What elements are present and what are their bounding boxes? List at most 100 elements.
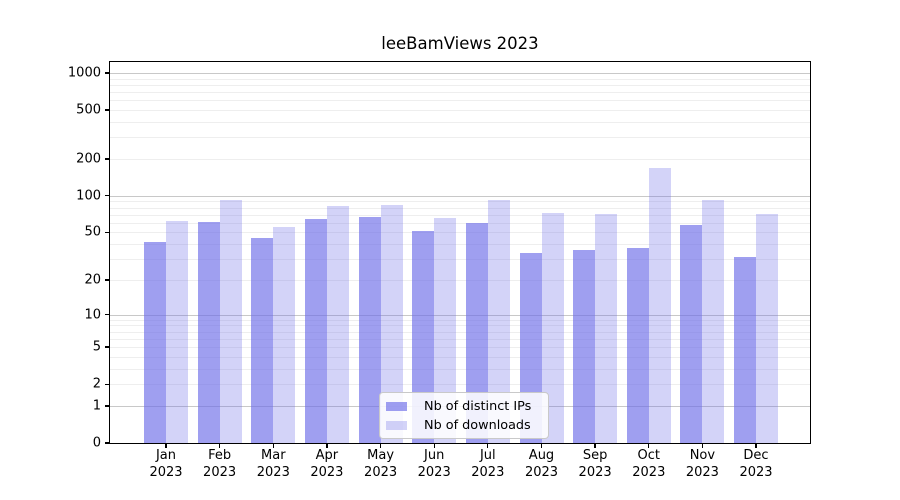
x-tick-label: Mar 2023 bbox=[256, 448, 290, 480]
legend: Nb of distinct IPs Nb of downloads bbox=[379, 392, 549, 439]
x-tick-label: Jan 2023 bbox=[149, 448, 183, 480]
y-tick-label: 1000 bbox=[67, 65, 101, 81]
gridline-minor bbox=[110, 384, 810, 386]
y-tick-label: 100 bbox=[76, 188, 101, 204]
x-tick-mark bbox=[272, 443, 274, 448]
bar-nb-of-distinct-ips bbox=[144, 241, 166, 443]
x-tick-mark bbox=[594, 443, 596, 448]
y-tick-mark bbox=[104, 158, 109, 160]
gridline-minor bbox=[110, 207, 810, 209]
x-tick-mark bbox=[701, 443, 704, 448]
x-tick-label: Feb 2023 bbox=[203, 448, 237, 480]
x-tick-label: Jun 2023 bbox=[417, 448, 451, 480]
bar-nb-of-distinct-ips bbox=[304, 219, 327, 443]
bar-nb-of-distinct-ips bbox=[412, 231, 435, 443]
gridline-minor bbox=[110, 325, 810, 327]
gridline-minor bbox=[110, 319, 810, 321]
chart-title: leeBamViews 2023 bbox=[381, 34, 539, 53]
bar-nb-of-distinct-ips bbox=[573, 249, 596, 443]
gridline-minor bbox=[110, 259, 810, 261]
bar-nb-of-downloads bbox=[273, 227, 296, 443]
legend-label: Nb of distinct IPs bbox=[424, 398, 532, 414]
x-tick-label: Nov 2023 bbox=[685, 448, 719, 480]
bar-nb-of-distinct-ips bbox=[465, 222, 488, 443]
x-tick-mark bbox=[648, 443, 650, 448]
bar-nb-of-downloads bbox=[541, 213, 564, 443]
y-tick-mark bbox=[104, 346, 109, 348]
x-tick-label: Jul 2023 bbox=[471, 448, 505, 480]
gridline-minor bbox=[110, 159, 810, 160]
x-tick-mark bbox=[433, 443, 435, 448]
bar-nb-of-downloads bbox=[756, 214, 778, 443]
gridline-major bbox=[110, 73, 810, 74]
gridline-minor bbox=[110, 279, 810, 281]
bar-nb-of-downloads bbox=[487, 199, 510, 443]
y-tick-mark bbox=[104, 109, 109, 111]
gridline-minor bbox=[110, 244, 810, 246]
x-tick-label: Apr 2023 bbox=[310, 448, 344, 480]
y-tick-mark bbox=[104, 313, 109, 316]
bar-nb-of-downloads bbox=[219, 199, 242, 443]
gridline-minor bbox=[110, 347, 810, 348]
y-tick-mark bbox=[104, 279, 109, 281]
bar-nb-of-distinct-ips bbox=[680, 224, 703, 443]
bar-nb-of-distinct-ips bbox=[734, 257, 756, 443]
gridline-minor bbox=[110, 78, 810, 80]
gridline-major bbox=[110, 195, 810, 197]
gridline-minor bbox=[110, 222, 810, 224]
plot-area bbox=[110, 62, 810, 443]
y-tick-mark bbox=[104, 383, 109, 385]
gridline-minor bbox=[110, 201, 810, 203]
bar-nb-of-downloads bbox=[702, 199, 725, 443]
y-tick-label: 2 bbox=[92, 376, 101, 392]
bar-nb-of-downloads bbox=[166, 221, 188, 443]
x-tick-label: Aug 2023 bbox=[524, 448, 559, 480]
x-tick-label: May 2023 bbox=[364, 448, 398, 480]
bar-nb-of-downloads bbox=[380, 205, 403, 443]
gridline-minor bbox=[110, 122, 810, 123]
bar-nb-of-distinct-ips bbox=[358, 217, 381, 443]
y-tick-label: 10 bbox=[84, 307, 101, 323]
gridline-minor bbox=[110, 338, 810, 340]
y-tick-mark bbox=[104, 442, 109, 444]
y-tick-mark bbox=[104, 195, 109, 197]
y-tick-label: 1 bbox=[92, 398, 101, 414]
gridline-minor bbox=[110, 232, 810, 234]
gridline-minor bbox=[110, 110, 810, 112]
x-tick-mark bbox=[218, 443, 221, 448]
y-tick-mark bbox=[104, 405, 109, 407]
bar-nb-of-downloads bbox=[326, 206, 349, 443]
bar-nb-of-downloads bbox=[648, 167, 671, 443]
gridline-minor bbox=[110, 368, 810, 370]
y-tick-label: 50 bbox=[84, 224, 101, 240]
gridline-minor bbox=[110, 137, 810, 139]
gridline-minor bbox=[110, 214, 810, 216]
gridline-minor bbox=[110, 100, 810, 102]
gridline-minor bbox=[110, 92, 810, 94]
x-tick-mark bbox=[540, 443, 543, 448]
legend-swatch bbox=[386, 401, 407, 411]
legend-label: Nb of downloads bbox=[424, 417, 531, 433]
y-tick-label: 500 bbox=[76, 102, 101, 118]
y-tick-label: 200 bbox=[76, 151, 101, 167]
gridline-minor bbox=[110, 84, 810, 86]
x-tick-label: Dec 2023 bbox=[739, 448, 773, 480]
x-tick-mark bbox=[379, 443, 382, 448]
bar-nb-of-distinct-ips bbox=[197, 222, 220, 443]
bar-nb-of-downloads bbox=[434, 217, 457, 443]
y-tick-label: 0 bbox=[92, 435, 101, 451]
y-tick-label: 5 bbox=[92, 339, 101, 355]
x-tick-mark bbox=[326, 443, 328, 448]
y-tick-label: 20 bbox=[84, 272, 101, 288]
gridline-minor bbox=[110, 331, 810, 333]
bar-nb-of-downloads bbox=[595, 214, 618, 443]
x-tick-mark bbox=[755, 443, 757, 448]
x-tick-mark bbox=[165, 443, 167, 448]
legend-item: Nb of downloads bbox=[386, 417, 540, 433]
x-tick-mark bbox=[487, 443, 489, 448]
legend-item: Nb of distinct IPs bbox=[386, 398, 540, 414]
x-tick-label: Oct 2023 bbox=[632, 448, 666, 480]
gridline-major bbox=[110, 314, 810, 316]
y-tick-mark bbox=[104, 72, 109, 74]
